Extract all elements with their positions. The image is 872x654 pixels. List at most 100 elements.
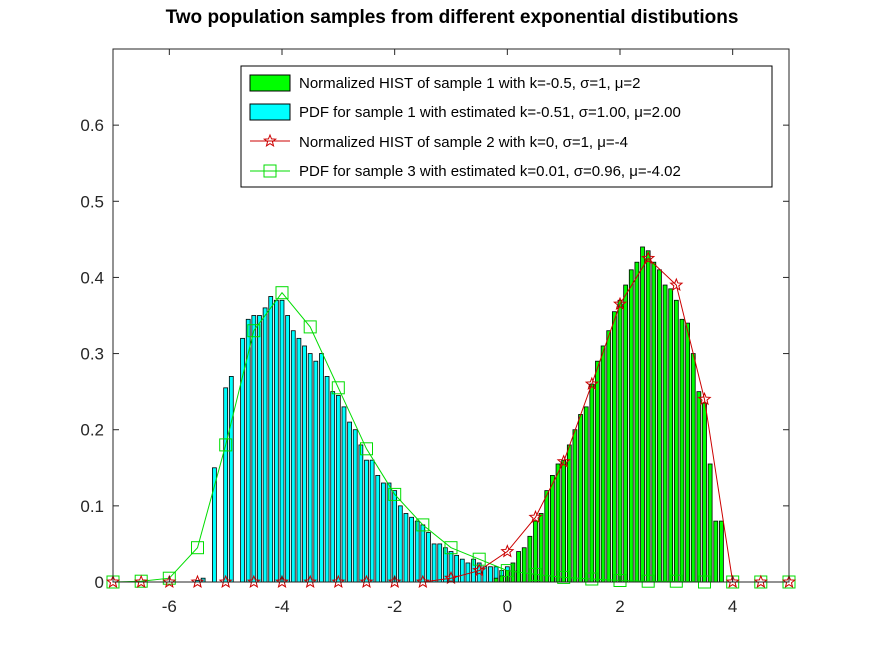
bar-hist-cyan: [392, 490, 398, 583]
y-tick-label: 0.4: [80, 268, 104, 287]
legend-label-hist2: Normalized HIST of sample 2 with k=0, σ=…: [299, 134, 628, 151]
bar-hist-green: [657, 269, 662, 583]
bar-hist-cyan: [397, 505, 403, 583]
bar-hist-green: [566, 444, 572, 583]
pdf-green-marker: [669, 574, 683, 588]
pdf-red-marker: [669, 277, 684, 292]
pdf-red-marker: [500, 544, 515, 558]
bar-hist-cyan: [313, 360, 319, 583]
bar-hist-green: [578, 414, 583, 583]
y-tick-label: 0.5: [80, 192, 104, 211]
pdf-green-marker: [416, 518, 430, 532]
bar-hist-cyan: [358, 444, 364, 583]
pdf-red-marker: [612, 296, 628, 311]
axes-frame: [112, 48, 790, 583]
legend-swatch-pdf1: [249, 103, 291, 121]
legend-box: [240, 65, 773, 188]
bar-hist-green: [516, 551, 521, 583]
legend-label-hist1: Normalized HIST of sample 1 with k=-0.5,…: [299, 75, 641, 92]
pdf-green-marker: [529, 567, 542, 581]
y-tick-label: 0: [95, 573, 104, 592]
bar-hist-cyan: [437, 543, 443, 583]
bar-hist-green: [679, 318, 685, 583]
pdf-green-marker: [360, 442, 373, 456]
bar-hist-green: [583, 406, 589, 583]
bar-hist-cyan: [364, 459, 369, 583]
pdf-green-marker: [191, 541, 204, 555]
bar-hist-green: [600, 345, 606, 583]
y-tick-label: 0.2: [80, 421, 104, 440]
pdf-red-marker: [387, 574, 402, 588]
chart-title: Two population samples from different ex…: [166, 7, 739, 28]
x-tick-label: 2: [615, 597, 624, 616]
y-tick-label: 0.6: [80, 116, 104, 135]
pdf-red-marker: [472, 563, 487, 577]
bar-hist-green: [617, 299, 623, 583]
pdf-green-marker: [388, 487, 402, 501]
legend-swatch-hist1: [249, 74, 291, 92]
pdf-red-marker: [556, 454, 571, 468]
bar-hist-cyan: [381, 482, 386, 583]
bar-hist-green: [550, 474, 555, 583]
pdf-red-marker: [134, 574, 149, 588]
legend-label-pdf3: PDF for sample 3 with estimated k=0.01, …: [299, 163, 681, 180]
bar-hist-cyan: [459, 558, 465, 583]
bar-hist-green: [690, 353, 696, 583]
y-tick-label: 0.3: [80, 345, 104, 364]
bar-hist-green: [719, 520, 724, 583]
bar-hist-green: [606, 330, 612, 583]
bar-hist-cyan: [403, 513, 409, 583]
bar-hist-cyan: [347, 421, 352, 583]
bar-hist-cyan: [352, 429, 358, 583]
pdf-green-marker: [613, 574, 627, 587]
pdf-red-marker: [781, 574, 797, 588]
x-tick-label: -6: [162, 597, 177, 616]
bar-hist-cyan: [369, 459, 375, 583]
pdf-green-marker: [331, 381, 345, 395]
pdf-green-marker: [641, 574, 655, 588]
pdf-green-marker: [557, 570, 571, 584]
bar-hist-cyan: [251, 315, 257, 583]
bar-hist-green: [696, 391, 702, 583]
pdf-red-marker: [641, 251, 656, 265]
pdf-green-line: [112, 291, 789, 583]
pdf-red-marker: [162, 574, 177, 588]
x-tick-label: 4: [728, 597, 737, 616]
bar-hist-green: [623, 284, 628, 583]
pdf-red-marker: [725, 574, 740, 588]
bar-hist-green: [634, 261, 640, 583]
legend-label-pdf1: PDF for sample 1 with estimated k=-0.51,…: [299, 104, 681, 121]
bar-hist-green: [702, 402, 707, 583]
bar-hist-green: [640, 246, 645, 583]
pdf-red-marker: [443, 570, 459, 585]
bar-hist-cyan: [296, 337, 302, 583]
bar-hist-cyan: [341, 406, 347, 583]
bar-hist-cyan: [330, 391, 336, 583]
pdf-red-marker: [218, 574, 233, 588]
pdf-red-marker: [303, 574, 318, 588]
pdf-green-marker: [247, 324, 261, 338]
bar-hist-cyan: [285, 315, 291, 583]
bar-hist-cyan: [420, 524, 426, 583]
bar-hist-cyan: [488, 566, 493, 583]
bar-hist-green: [707, 463, 713, 583]
pdf-green-marker: [303, 320, 317, 334]
pdf-red-marker: [415, 574, 430, 588]
pdf-red-marker: [528, 509, 543, 524]
pdf-red-marker: [246, 574, 261, 588]
bar-hist-green: [555, 463, 561, 583]
bar-hist-cyan: [279, 299, 285, 583]
pdf-red-marker: [753, 574, 768, 588]
legend-swatch-pdf3: [250, 164, 290, 178]
bar-hist-green: [685, 322, 690, 583]
pdf-green-marker: [275, 286, 289, 300]
bar-hist-cyan: [257, 315, 262, 583]
bar-hist-green: [651, 261, 657, 583]
bar-hist-cyan: [290, 330, 296, 583]
x-tick-label: 0: [503, 597, 512, 616]
legend-swatch-hist2: [250, 133, 290, 147]
bar-hist-green: [662, 284, 668, 583]
bar-hist-green: [668, 288, 674, 583]
y-tick-label: 0.1: [80, 497, 104, 516]
